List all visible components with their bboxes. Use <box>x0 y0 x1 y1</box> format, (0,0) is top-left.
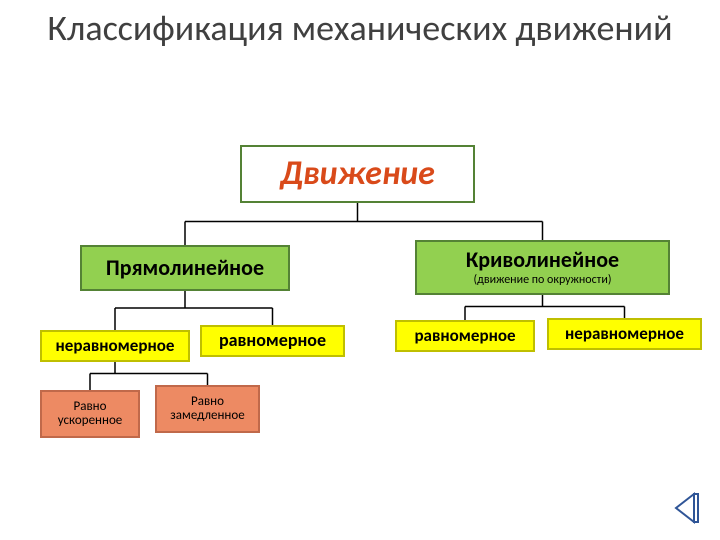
node-uniformly-accelerated: Равно ускоренное <box>40 390 140 438</box>
node-label: равномерное <box>414 327 515 346</box>
node-root-label: Движение <box>280 155 435 192</box>
node-uniformly-decelerated: Равно замедленное <box>155 385 260 433</box>
node-label-line2: замедленное <box>170 409 244 423</box>
node-label: неравномерное <box>565 325 684 344</box>
node-label: неравномерное <box>56 337 175 356</box>
node-root: Движение <box>240 145 475 203</box>
node-curvilinear-nonuniform: неравномерное <box>547 318 702 350</box>
node-linear-label: Прямолинейное <box>106 256 264 280</box>
node-curvilinear-label: Криволинейное <box>466 248 619 272</box>
node-label-line2: ускоренное <box>58 414 123 428</box>
node-label: равномерное <box>219 331 326 351</box>
node-curvilinear-sublabel: (движение по окружности) <box>474 274 612 287</box>
node-curvilinear: Криволинейное (движение по окружности) <box>415 240 670 295</box>
node-curvilinear-uniform: равномерное <box>395 320 535 352</box>
back-arrow-icon <box>670 490 706 526</box>
slide-title: Классификация механических движений <box>0 8 720 49</box>
node-linear-uniform: равномерное <box>200 325 345 357</box>
node-label-line1: Равно <box>74 400 107 414</box>
back-button[interactable] <box>670 490 706 526</box>
node-linear-nonuniform: неравномерное <box>40 330 190 362</box>
node-label-line1: Равно <box>191 395 224 409</box>
node-linear: Прямолинейное <box>80 245 290 291</box>
